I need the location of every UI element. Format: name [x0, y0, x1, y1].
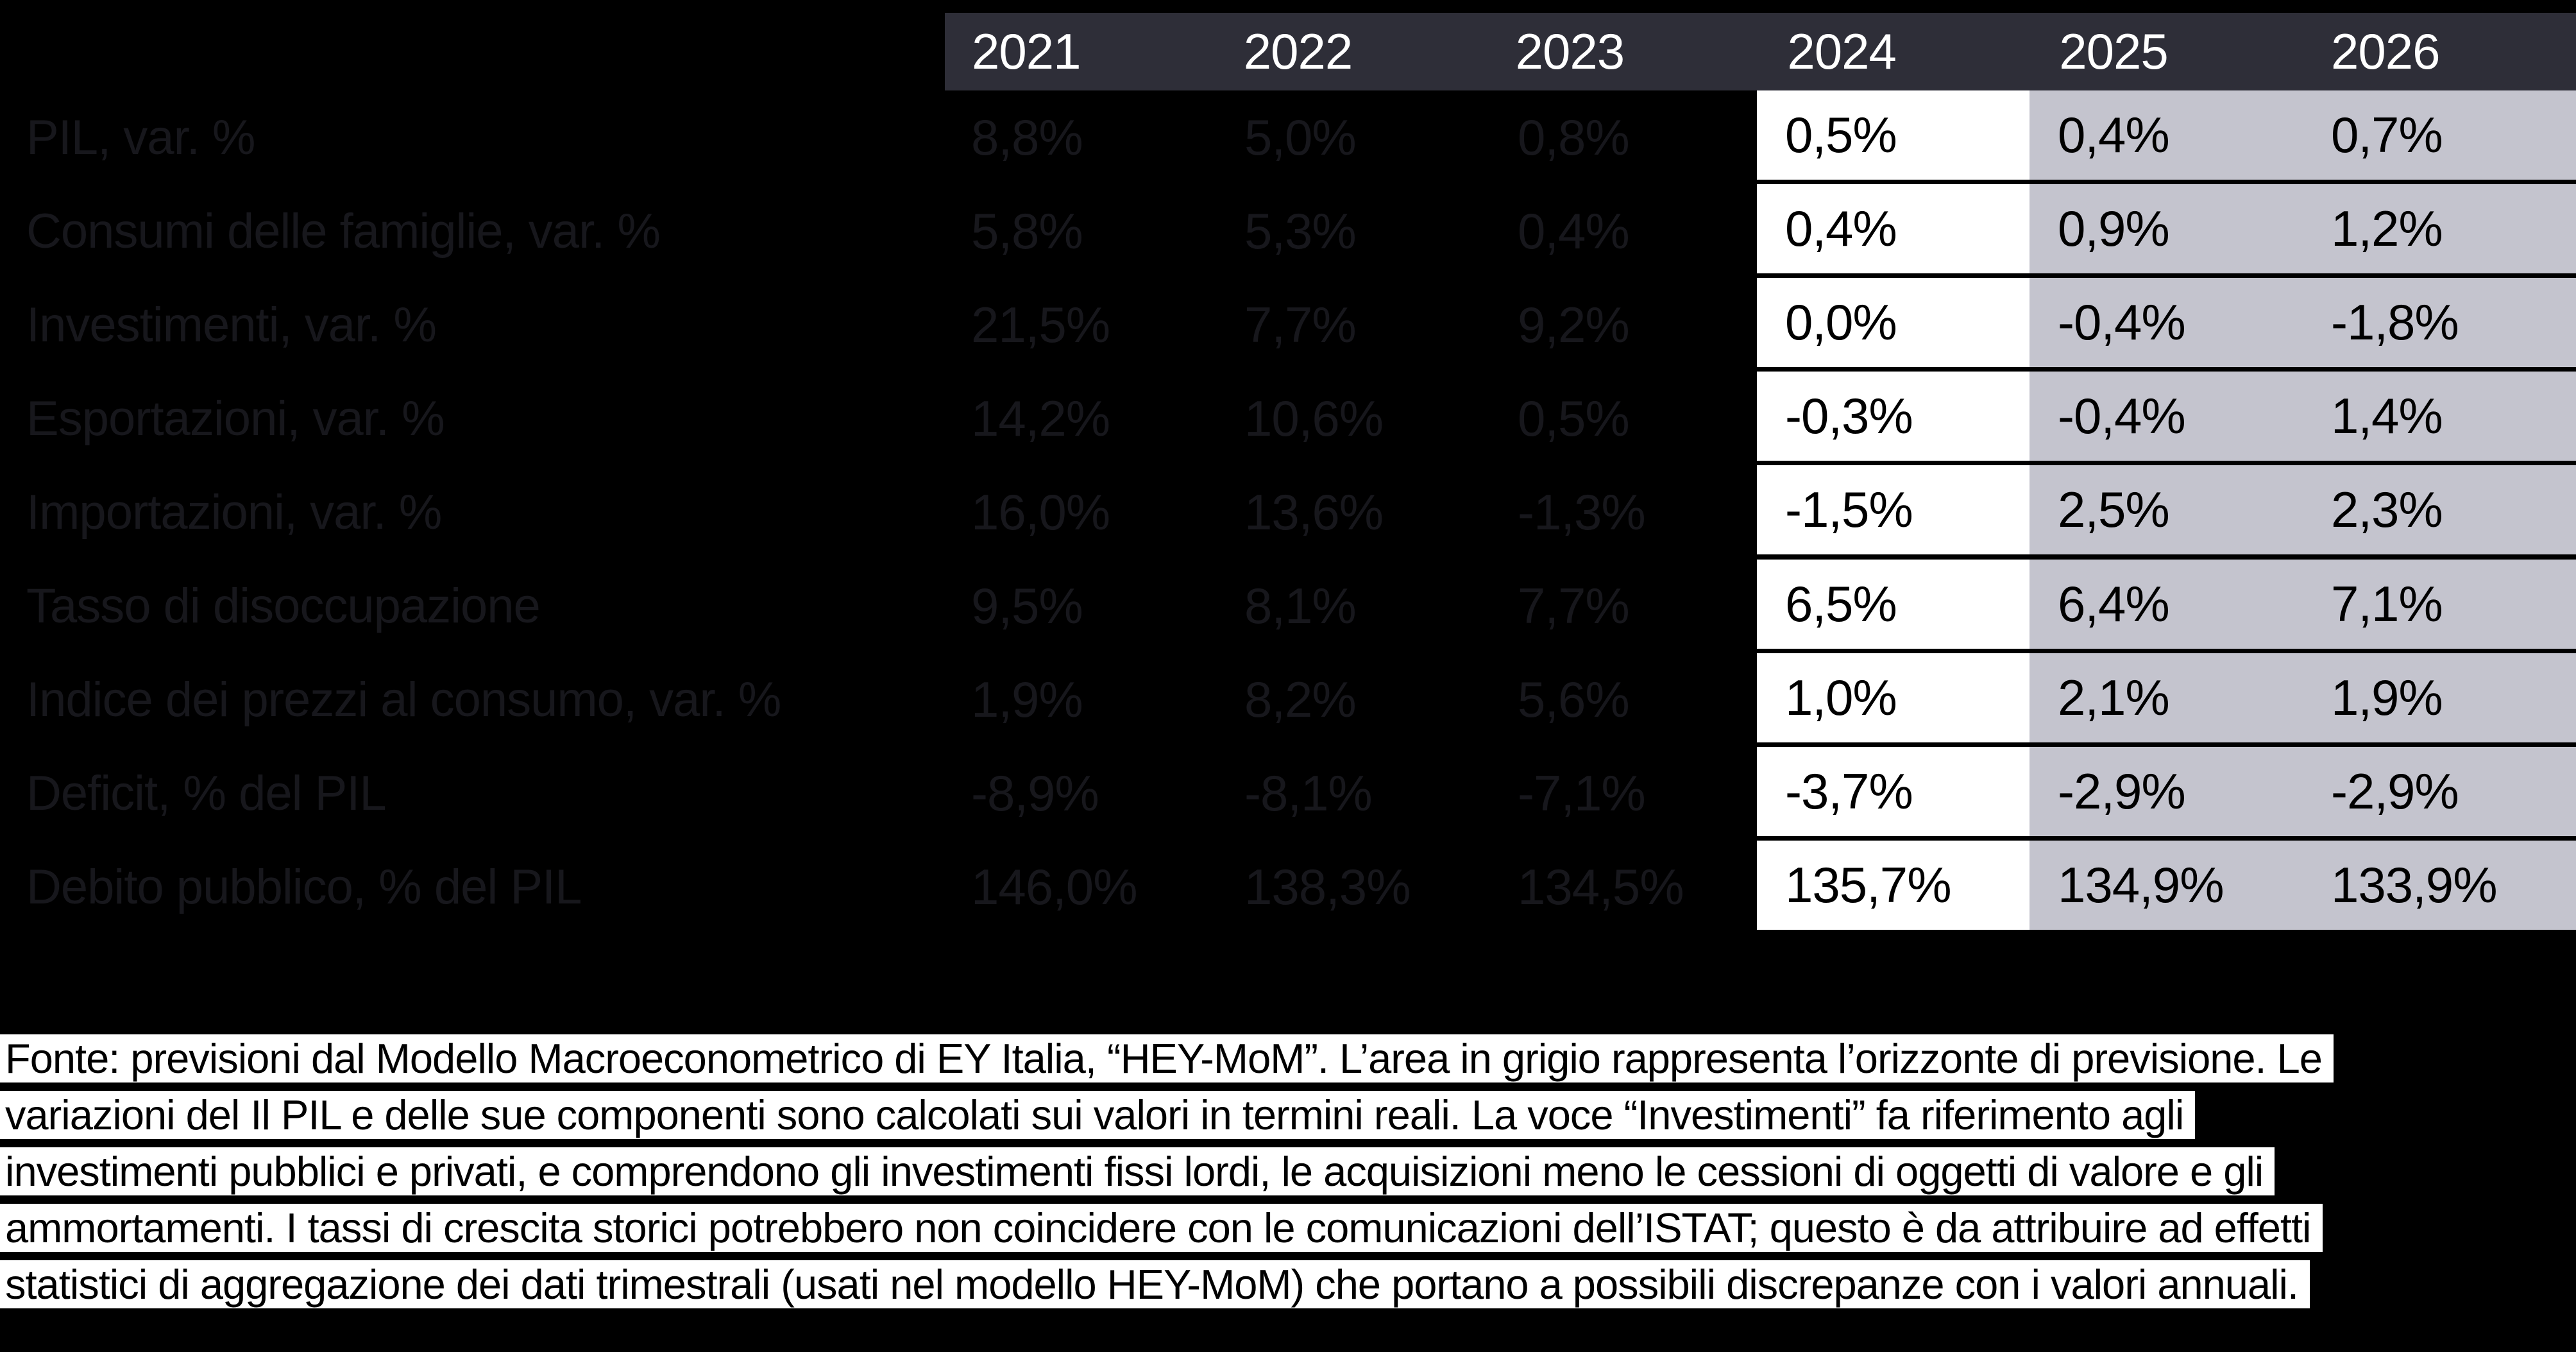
year-label: 2022: [1243, 23, 1353, 80]
table-row: PIL, var. % 8,8% 5,0% 0,8% 0,5% 0,4% 0,7…: [0, 90, 2576, 185]
value-2022: 7,7%: [1244, 296, 1357, 353]
value-2022: 5,3%: [1244, 202, 1357, 259]
value-2021: 21,5%: [971, 296, 1110, 353]
forecast-value-2026: 7,1%: [2303, 559, 2576, 653]
value-2021: 5,8%: [971, 202, 1083, 259]
footnote-line: investimenti pubblici e privati, e compr…: [0, 1147, 2576, 1195]
forecast-value-2024: -3,7%: [1757, 746, 2029, 841]
row-label: Investimenti, var. %: [26, 297, 437, 352]
value-2021: 146,0%: [971, 859, 1138, 916]
value-2022: 5,0%: [1244, 108, 1357, 166]
value-2023: 7,7%: [1518, 578, 1630, 635]
row-label: Importazioni, var. %: [26, 484, 442, 540]
forecast-value-2025: 0,4%: [2029, 90, 2303, 185]
year-header-2022: 2022: [1217, 13, 1489, 90]
forecast-value-2025: 2,1%: [2029, 653, 2303, 747]
table-row: Consumi delle famiglie, var. % 5,8% 5,3%…: [0, 184, 2576, 278]
macro-table: PIL, var. % 8,8% 5,0% 0,8% 0,5% 0,4% 0,7…: [0, 90, 2576, 934]
table-row: Debito pubblico, % del PIL 146,0% 138,3%…: [0, 840, 2576, 934]
year-label: 2021: [972, 23, 1081, 80]
row-label: Tasso di disoccupazione: [26, 579, 541, 634]
table-row: Esportazioni, var. % 14,2% 10,6% 0,5% -0…: [0, 372, 2576, 466]
forecast-value-2024: 0,4%: [1757, 184, 2029, 278]
row-label: Debito pubblico, % del PIL: [26, 860, 582, 915]
year-label: 2024: [1787, 23, 1897, 80]
forecast-value-2024: 135,7%: [1757, 840, 2029, 934]
footnote-line: statistici di aggregazione dei dati trim…: [0, 1260, 2576, 1308]
forecast-value-2025: 6,4%: [2029, 559, 2303, 653]
footnote-text: statistici di aggregazione dei dati trim…: [0, 1260, 2310, 1308]
value-2023: -1,3%: [1518, 483, 1646, 540]
value-2021: 9,5%: [971, 578, 1083, 635]
value-2021: 16,0%: [971, 483, 1110, 540]
table-row: Indice dei prezzi al consumo, var. % 1,9…: [0, 653, 2576, 747]
value-2023: 0,8%: [1518, 108, 1630, 166]
forecast-value-2025: 0,9%: [2029, 184, 2303, 278]
value-2022: 13,6%: [1244, 483, 1384, 540]
footnote-text: Fonte: previsioni dal Modello Macroecono…: [0, 1034, 2334, 1082]
forecast-value-2025: -0,4%: [2029, 278, 2303, 372]
year-header-2023: 2023: [1489, 13, 1761, 90]
year-label: 2026: [2330, 23, 2441, 80]
table-row: Tasso di disoccupazione 9,5% 8,1% 7,7% 6…: [0, 559, 2576, 653]
value-2023: 5,6%: [1518, 671, 1630, 728]
forecast-value-2026: 1,4%: [2303, 372, 2576, 466]
value-2022: 138,3%: [1244, 859, 1411, 916]
value-2021: 14,2%: [971, 389, 1110, 447]
year-label: 2023: [1515, 23, 1625, 80]
table-row: Investimenti, var. % 21,5% 7,7% 9,2% 0,0…: [0, 278, 2576, 372]
footnote: Fonte: previsioni dal Modello Macroecono…: [0, 1034, 2576, 1317]
footnote-line: ammortamenti. I tassi di crescita storic…: [0, 1204, 2576, 1252]
forecast-value-2024: -0,3%: [1757, 372, 2029, 466]
forecast-value-2026: 2,3%: [2303, 465, 2576, 560]
row-label: PIL, var. %: [26, 110, 255, 165]
value-2023: 0,5%: [1518, 389, 1630, 447]
footnote-line: variazioni del Il PIL e delle sue compon…: [0, 1091, 2576, 1139]
value-2022: 10,6%: [1244, 389, 1384, 447]
forecast-value-2025: 134,9%: [2029, 840, 2303, 934]
year-header-band: 2021 2022 2023 2024 2025 2026: [945, 13, 2576, 90]
forecast-value-2025: -2,9%: [2029, 746, 2303, 841]
value-2023: 134,5%: [1518, 859, 1684, 916]
value-2021: -8,9%: [971, 765, 1099, 822]
value-2023: 9,2%: [1518, 296, 1630, 353]
value-2023: -7,1%: [1518, 765, 1646, 822]
forecast-value-2025: 2,5%: [2029, 465, 2303, 560]
row-label: Consumi delle famiglie, var. %: [26, 203, 661, 259]
year-header-2025: 2025: [2032, 13, 2304, 90]
value-2021: 8,8%: [971, 108, 1083, 166]
footnote-text: ammortamenti. I tassi di crescita storic…: [0, 1204, 2323, 1252]
forecast-value-2026: 1,2%: [2303, 184, 2576, 278]
value-2023: 0,4%: [1518, 202, 1630, 259]
forecast-value-2026: 0,7%: [2303, 90, 2576, 185]
row-label: Deficit, % del PIL: [26, 766, 387, 821]
forecast-value-2025: -0,4%: [2029, 372, 2303, 466]
forecast-value-2024: 0,0%: [1757, 278, 2029, 372]
value-2022: 8,1%: [1244, 578, 1357, 635]
footnote-line: Fonte: previsioni dal Modello Macroecono…: [0, 1034, 2576, 1082]
forecast-value-2024: 6,5%: [1757, 559, 2029, 653]
value-2022: 8,2%: [1244, 671, 1357, 728]
value-2022: -8,1%: [1244, 765, 1373, 822]
year-header-2024: 2024: [1760, 13, 2032, 90]
forecast-value-2026: 1,9%: [2303, 653, 2576, 747]
row-label: Esportazioni, var. %: [26, 391, 445, 446]
year-header-2021: 2021: [945, 13, 1217, 90]
table-row: Deficit, % del PIL -8,9% -8,1% -7,1% -3,…: [0, 746, 2576, 841]
forecast-value-2024: -1,5%: [1757, 465, 2029, 560]
year-label: 2025: [2059, 23, 2169, 80]
table-row: Importazioni, var. % 16,0% 13,6% -1,3% -…: [0, 465, 2576, 560]
forecast-value-2024: 0,5%: [1757, 90, 2029, 185]
footnote-text: investimenti pubblici e privati, e compr…: [0, 1147, 2275, 1195]
forecast-value-2026: -1,8%: [2303, 278, 2576, 372]
value-2021: 1,9%: [971, 671, 1083, 728]
forecast-value-2024: 1,0%: [1757, 653, 2029, 747]
forecast-value-2026: 133,9%: [2303, 840, 2576, 934]
footnote-text: variazioni del Il PIL e delle sue compon…: [0, 1091, 2196, 1139]
row-label: Indice dei prezzi al consumo, var. %: [26, 672, 781, 728]
year-header-2026: 2026: [2304, 13, 2576, 90]
forecast-value-2026: -2,9%: [2303, 746, 2576, 841]
